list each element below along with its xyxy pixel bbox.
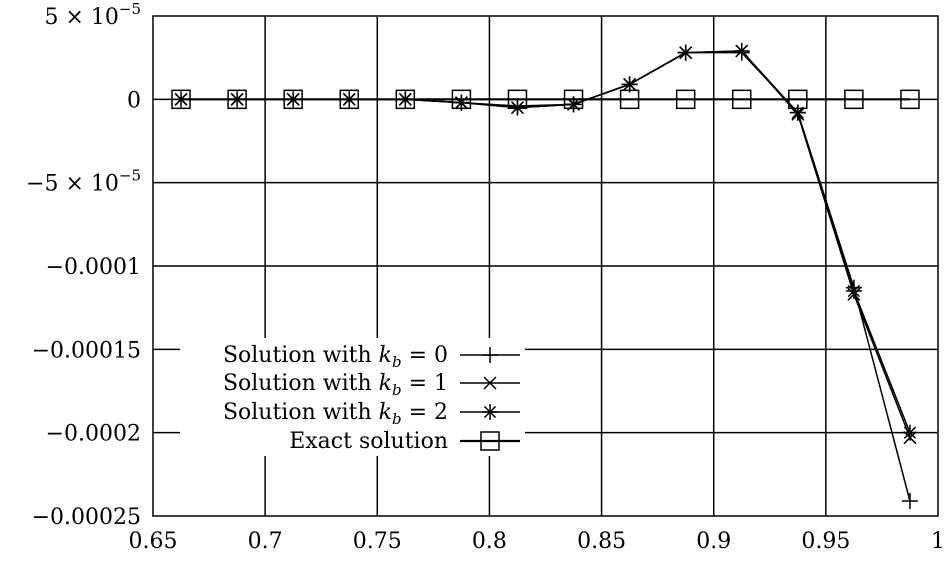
y-tick-label: −0.00025 xyxy=(32,505,141,530)
data-point xyxy=(480,431,500,451)
legend-entry: Solution with kb = 2 xyxy=(223,400,520,428)
legend-label: Solution with kb = 0 xyxy=(223,343,448,371)
legend-label: Solution with kb = 2 xyxy=(223,400,448,428)
data-point xyxy=(619,89,640,110)
data-point xyxy=(483,376,497,390)
y-tick-label: −0.0002 xyxy=(46,422,141,447)
data-point xyxy=(482,347,498,363)
y-tick-label: 0 xyxy=(127,88,141,113)
data-point xyxy=(507,89,528,110)
data-point xyxy=(845,283,862,299)
legend-label: Solution with kb = 1 xyxy=(223,371,448,399)
x-tick-label: 1 xyxy=(931,529,945,554)
data-point xyxy=(677,44,694,61)
data-point xyxy=(901,424,918,441)
data-point xyxy=(283,89,303,110)
x-tick-label: 0.65 xyxy=(129,529,178,554)
data-point xyxy=(733,43,750,59)
x-tick-label: 0.8 xyxy=(472,529,507,554)
x-tick-label: 0.9 xyxy=(696,529,731,554)
x-tick-label: 0.7 xyxy=(248,529,283,554)
data-point xyxy=(788,89,808,110)
legend-label: Exact solution xyxy=(289,429,448,454)
legend-entry: Exact solution xyxy=(289,429,520,454)
series-3 xyxy=(171,89,920,110)
data-point xyxy=(339,89,359,110)
data-point xyxy=(451,89,472,110)
data-point xyxy=(844,89,864,110)
y-tick-label: −0.0001 xyxy=(46,255,141,280)
data-point xyxy=(482,404,498,420)
data-point xyxy=(901,493,918,509)
legend-entry: Solution with kb = 1 xyxy=(223,371,520,399)
data-point xyxy=(395,89,416,110)
data-point xyxy=(227,89,247,110)
data-point xyxy=(900,89,920,110)
x-tick-label: 0.75 xyxy=(353,529,402,554)
data-point xyxy=(675,89,696,110)
data-point xyxy=(732,89,752,110)
y-tick-label: −5 × 10−5 xyxy=(26,167,141,197)
series-lines xyxy=(171,43,920,509)
data-point xyxy=(563,89,584,110)
data-point xyxy=(789,104,806,121)
data-point xyxy=(171,89,191,110)
y-tick-label: −0.00015 xyxy=(32,338,141,363)
legend-entry: Solution with kb = 0 xyxy=(223,343,520,371)
axes: 0.65 0.7 0.75 0.8 0.85 0.9 0.95 1 5 × 10−5 0 −5 × … xyxy=(26,0,945,554)
x-tick-label: 0.85 xyxy=(577,529,626,554)
legend-background xyxy=(180,338,525,456)
y-tick-label: 5 × 10−5 xyxy=(44,0,141,30)
plot-frame xyxy=(152,15,939,517)
x-tick-label: 0.95 xyxy=(801,529,850,554)
